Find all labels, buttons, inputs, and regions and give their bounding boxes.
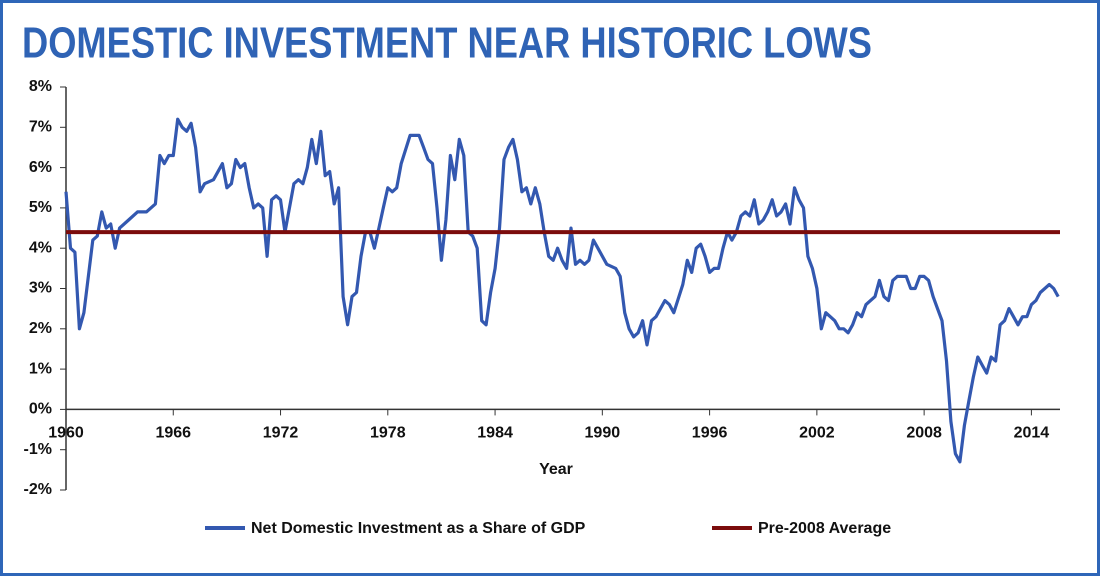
y-tick-label: 2% [29,320,52,337]
x-tick-label: 1996 [692,425,728,442]
y-tick-label: 5% [29,199,52,216]
y-tick-label: 8% [29,78,52,95]
x-tick-label: 1978 [370,425,406,442]
x-tick-label: 1960 [48,425,84,442]
x-tick-label: 1984 [477,425,513,442]
y-tick-label: -1% [24,441,52,458]
data-line [64,117,1060,464]
x-tick-label: 2014 [1014,425,1050,442]
x-tick-label: 2002 [799,425,835,442]
y-tick-label: 7% [29,119,52,136]
chart-title: DOMESTIC INVESTMENT NEAR HISTORIC LOWS [22,19,872,68]
x-tick-label: 1990 [585,425,621,442]
x-axis-label: Year [539,461,573,478]
y-tick-label: 0% [29,401,52,418]
y-tick-label: 1% [29,360,52,377]
y-tick-label: -2% [24,481,52,498]
y-tick-label: 3% [29,280,52,297]
x-tick-label: 1972 [263,425,299,442]
x-tick-label: 1966 [155,425,191,442]
y-tick-label: 6% [29,159,52,176]
y-tick-label: 4% [29,239,52,256]
legend-label: Pre-2008 Average [758,520,891,537]
x-tick-label: 2008 [906,425,942,442]
legend-label: Net Domestic Investment as a Share of GD… [251,520,586,537]
